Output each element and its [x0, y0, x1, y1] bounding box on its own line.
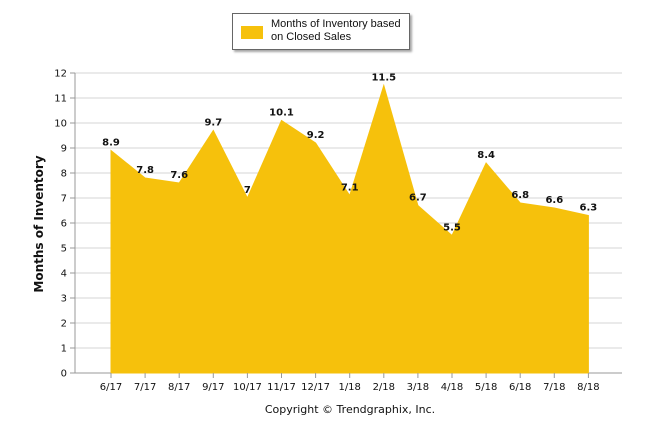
data-label: 9.7	[204, 118, 222, 129]
data-label: 8.4	[477, 150, 495, 161]
data-label: 6.3	[580, 203, 598, 214]
x-tick-label: 7/18	[543, 382, 565, 393]
x-tick-label: 5/18	[475, 382, 497, 393]
legend: Months of Inventory based on Closed Sale…	[232, 13, 410, 50]
x-tick-label: 10/17	[233, 382, 262, 393]
x-tick-label: 8/18	[577, 382, 599, 393]
y-tick-label: 5	[61, 244, 67, 255]
data-label: 5.5	[443, 223, 461, 234]
y-tick-label: 1	[61, 344, 67, 355]
data-label: 7.8	[136, 165, 154, 176]
y-tick-label: 6	[61, 219, 67, 230]
legend-swatch	[241, 26, 263, 39]
x-axis-ticks: 6/17 7/17 8/17 9/17 10/17 11/17 12/17 1/18 2/18 3…	[100, 373, 600, 393]
y-tick-label: 4	[61, 269, 67, 280]
y-tick-label: 3	[61, 294, 67, 305]
y-tick-label: 2	[61, 319, 67, 330]
x-tick-label: 12/17	[301, 382, 330, 393]
x-tick-label: 6/17	[100, 382, 122, 393]
legend-label: Months of Inventory based on Closed Sale…	[271, 18, 401, 43]
y-tick-label: 0	[61, 369, 67, 380]
data-label: 11.5	[371, 73, 396, 84]
y-tick-label: 7	[61, 194, 67, 205]
copyright-footer: Copyright © Trendgraphix, Inc.	[265, 403, 435, 416]
data-label: 9.2	[307, 130, 325, 141]
data-label: 7.6	[170, 170, 188, 181]
data-label: 7.1	[341, 183, 359, 194]
data-label: 10.1	[269, 108, 294, 119]
x-tick-label: 6/18	[509, 382, 531, 393]
inventory-area	[110, 83, 589, 374]
x-tick-label: 1/18	[338, 382, 360, 393]
data-label: 6.7	[409, 193, 427, 204]
x-tick-label: 2/18	[373, 382, 395, 393]
x-tick-label: 3/18	[407, 382, 429, 393]
data-label: 6.6	[545, 195, 563, 206]
x-tick-label: 4/18	[441, 382, 463, 393]
data-labels: 8.9 7.8 7.6 9.7 7 10.1 9.2 7.1 11.5 6.7 5.5 8.4 6.8 6…	[102, 73, 597, 234]
y-tick-label: 8	[61, 169, 67, 180]
data-label: 6.8	[511, 190, 529, 201]
y-tick-label: 10	[54, 119, 67, 130]
x-tick-label: 8/17	[168, 382, 190, 393]
y-axis-title: Months of Inventory	[32, 155, 46, 292]
x-tick-label: 7/17	[134, 382, 156, 393]
x-tick-label: 9/17	[202, 382, 224, 393]
y-tick-label: 11	[54, 94, 67, 105]
y-tick-label: 12	[54, 69, 67, 80]
data-label: 8.9	[102, 138, 120, 149]
y-tick-label: 9	[61, 144, 67, 155]
data-label: 7	[244, 185, 251, 196]
x-tick-label: 11/17	[267, 382, 296, 393]
